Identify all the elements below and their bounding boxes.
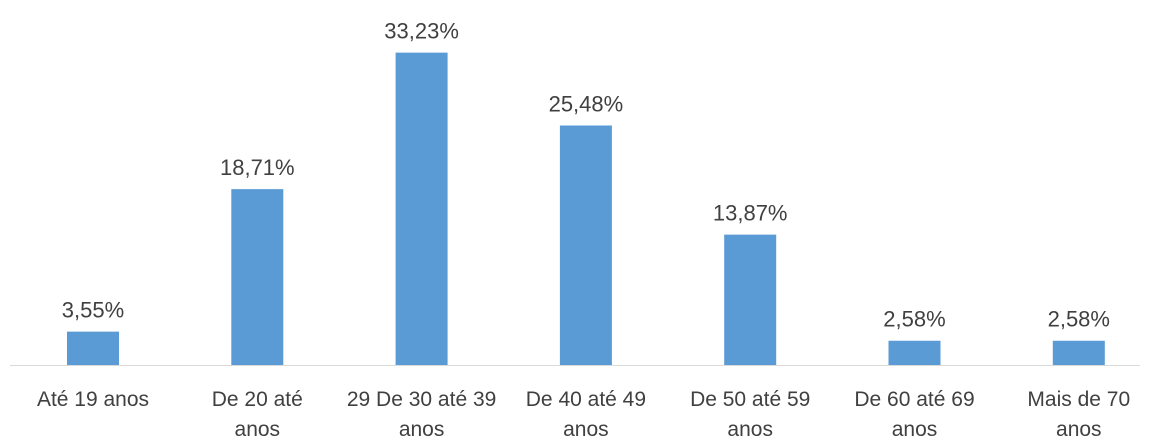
bar-value-label: 3,55% <box>62 298 124 323</box>
bars-group <box>67 52 1105 365</box>
x-tick-label: anos <box>563 418 609 437</box>
x-tick-label: 29 De 30 até 39 <box>347 388 496 411</box>
bar <box>67 331 119 365</box>
x-tick-label: De 50 até 59 <box>690 388 810 411</box>
x-tick-label: Mais de 70 <box>1027 388 1130 411</box>
x-tick-label: anos <box>892 418 938 437</box>
x-tick-label: De 20 até <box>212 388 303 411</box>
bar <box>231 189 284 365</box>
bar <box>559 125 612 365</box>
bar-value-label: 2,58% <box>883 307 945 332</box>
bar-value-label: 18,71% <box>220 155 295 180</box>
x-tick-label: Até 19 anos <box>37 388 149 411</box>
x-tick-label: De 60 até 69 <box>854 388 974 411</box>
x-tick-label: anos <box>727 418 773 437</box>
bar <box>395 52 448 365</box>
bar-value-label: 33,23% <box>384 19 459 44</box>
x-tick-label: anos <box>235 418 281 437</box>
bar-value-label: 25,48% <box>549 91 624 116</box>
category-labels-group: Até 19 anos De 20 até anos 29 De 30 até 39 a… <box>37 388 1130 437</box>
bar <box>724 234 777 365</box>
bar <box>1052 340 1105 365</box>
x-tick-label: De 40 até 49 <box>526 388 646 411</box>
bar <box>888 340 941 365</box>
bar-value-label: 13,87% <box>713 201 788 226</box>
x-tick-label: anos <box>399 418 445 437</box>
value-labels-group: 3,55% 18,71% 33,23% 25,48% 13,87% 2,58% 2,58% <box>62 19 1110 332</box>
bar-value-label: 2,58% <box>1048 307 1110 332</box>
x-tick-label: anos <box>1056 418 1102 437</box>
